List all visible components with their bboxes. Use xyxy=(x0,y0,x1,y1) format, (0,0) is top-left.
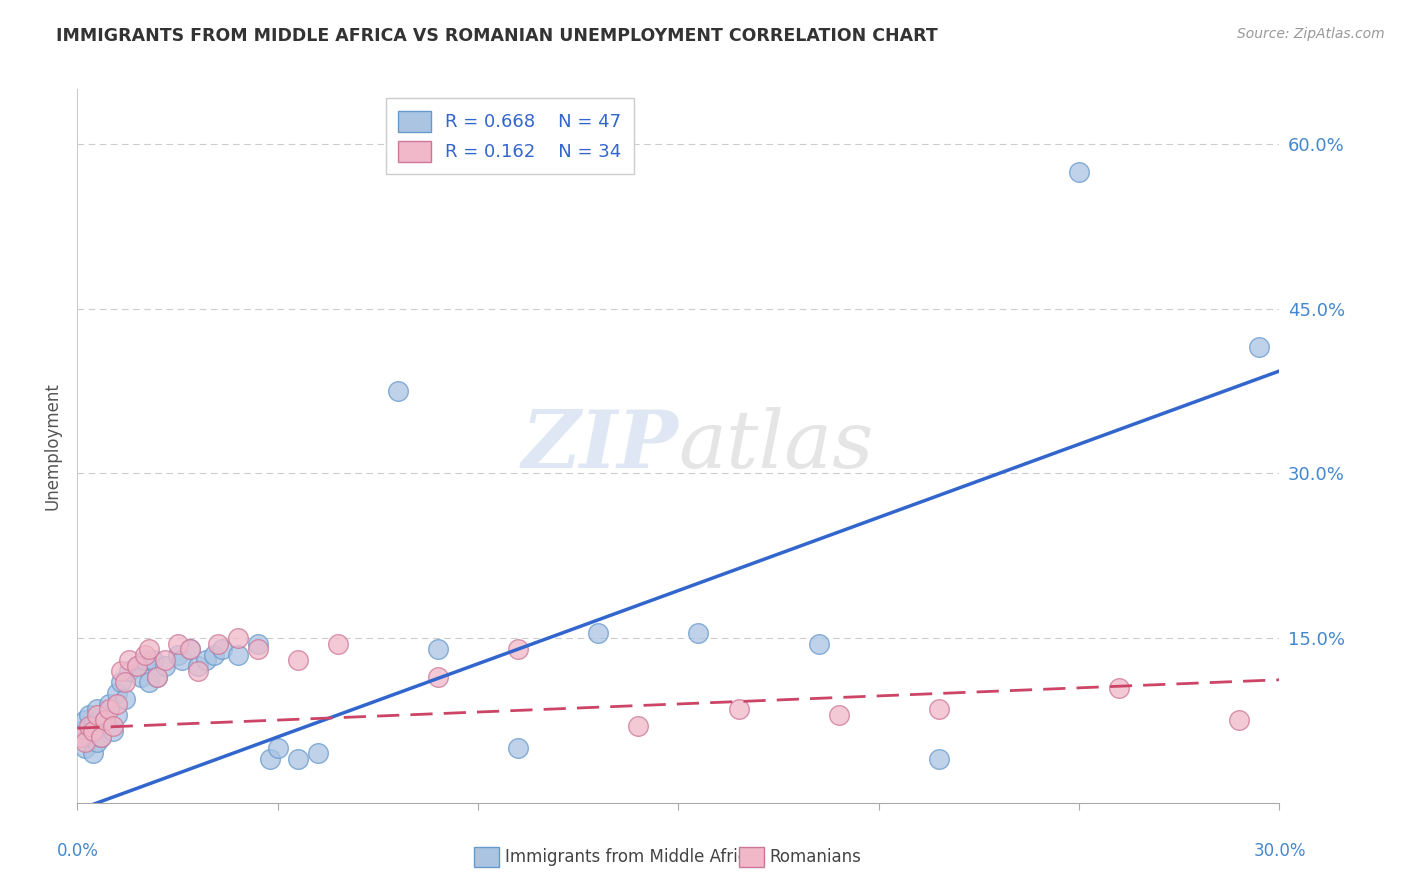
Point xyxy=(179,642,201,657)
Point xyxy=(94,714,117,728)
Point xyxy=(103,724,125,739)
Point xyxy=(387,384,409,398)
Point xyxy=(155,653,177,667)
Point xyxy=(79,708,101,723)
Point xyxy=(90,730,112,744)
Point xyxy=(828,708,851,723)
Point xyxy=(688,625,710,640)
Y-axis label: Unemployment: Unemployment xyxy=(44,382,62,510)
Point xyxy=(70,730,93,744)
Point xyxy=(110,675,132,690)
Text: ZIP: ZIP xyxy=(522,408,679,484)
Point xyxy=(246,637,269,651)
Point xyxy=(82,719,104,733)
Point xyxy=(207,637,229,651)
Point xyxy=(727,702,749,716)
Point xyxy=(138,675,160,690)
Point xyxy=(427,642,450,657)
Point xyxy=(118,664,141,678)
Point xyxy=(427,669,450,683)
Point xyxy=(134,648,156,662)
Point xyxy=(82,724,104,739)
Point xyxy=(98,697,121,711)
Point xyxy=(259,752,281,766)
Point xyxy=(627,719,650,733)
Point xyxy=(194,653,217,667)
Point xyxy=(1249,340,1271,354)
Point xyxy=(86,735,108,749)
Point xyxy=(155,658,177,673)
Text: 0.0%: 0.0% xyxy=(56,842,98,860)
Point xyxy=(588,625,610,640)
Point xyxy=(94,714,117,728)
Point xyxy=(166,637,188,651)
Point xyxy=(186,664,209,678)
Text: 30.0%: 30.0% xyxy=(1253,842,1306,860)
Point xyxy=(110,664,132,678)
Point xyxy=(107,697,129,711)
Point xyxy=(186,658,209,673)
Point xyxy=(75,740,97,755)
Point xyxy=(326,637,349,651)
Point xyxy=(70,724,93,739)
Point xyxy=(928,752,950,766)
Point xyxy=(79,719,101,733)
Text: Source: ZipAtlas.com: Source: ZipAtlas.com xyxy=(1237,27,1385,41)
Point xyxy=(79,730,101,744)
Point xyxy=(226,648,249,662)
Point xyxy=(211,642,233,657)
Point xyxy=(179,642,201,657)
Point xyxy=(127,658,149,673)
Point xyxy=(508,642,530,657)
Text: Romanians: Romanians xyxy=(769,848,862,866)
Legend: R = 0.668    N = 47, R = 0.162    N = 34: R = 0.668 N = 47, R = 0.162 N = 34 xyxy=(385,98,634,174)
Point xyxy=(134,653,156,667)
Point xyxy=(107,686,129,700)
Point xyxy=(114,675,136,690)
Point xyxy=(166,648,188,662)
Point xyxy=(1108,681,1130,695)
Point xyxy=(287,752,309,766)
Point xyxy=(86,708,108,723)
Point xyxy=(75,735,97,749)
Point xyxy=(508,740,530,755)
Point xyxy=(86,702,108,716)
Text: Immigrants from Middle Africa: Immigrants from Middle Africa xyxy=(505,848,756,866)
Point xyxy=(1229,714,1251,728)
Point xyxy=(127,658,149,673)
Point xyxy=(131,669,153,683)
Text: atlas: atlas xyxy=(679,408,873,484)
Point xyxy=(82,747,104,761)
Point xyxy=(1069,164,1091,178)
Point xyxy=(267,740,290,755)
Point xyxy=(146,669,169,683)
Point xyxy=(103,719,125,733)
Point xyxy=(118,653,141,667)
Point xyxy=(142,653,165,667)
Point xyxy=(75,714,97,728)
Point xyxy=(138,642,160,657)
Point xyxy=(287,653,309,667)
Point xyxy=(202,648,225,662)
Point xyxy=(170,653,193,667)
Point xyxy=(114,691,136,706)
Point xyxy=(928,702,950,716)
Text: IMMIGRANTS FROM MIDDLE AFRICA VS ROMANIAN UNEMPLOYMENT CORRELATION CHART: IMMIGRANTS FROM MIDDLE AFRICA VS ROMANIA… xyxy=(56,27,938,45)
Point xyxy=(226,631,249,645)
Point xyxy=(90,730,112,744)
Point xyxy=(107,708,129,723)
Point xyxy=(307,747,329,761)
Point xyxy=(146,669,169,683)
Point xyxy=(98,702,121,716)
Point xyxy=(246,642,269,657)
Point xyxy=(807,637,830,651)
